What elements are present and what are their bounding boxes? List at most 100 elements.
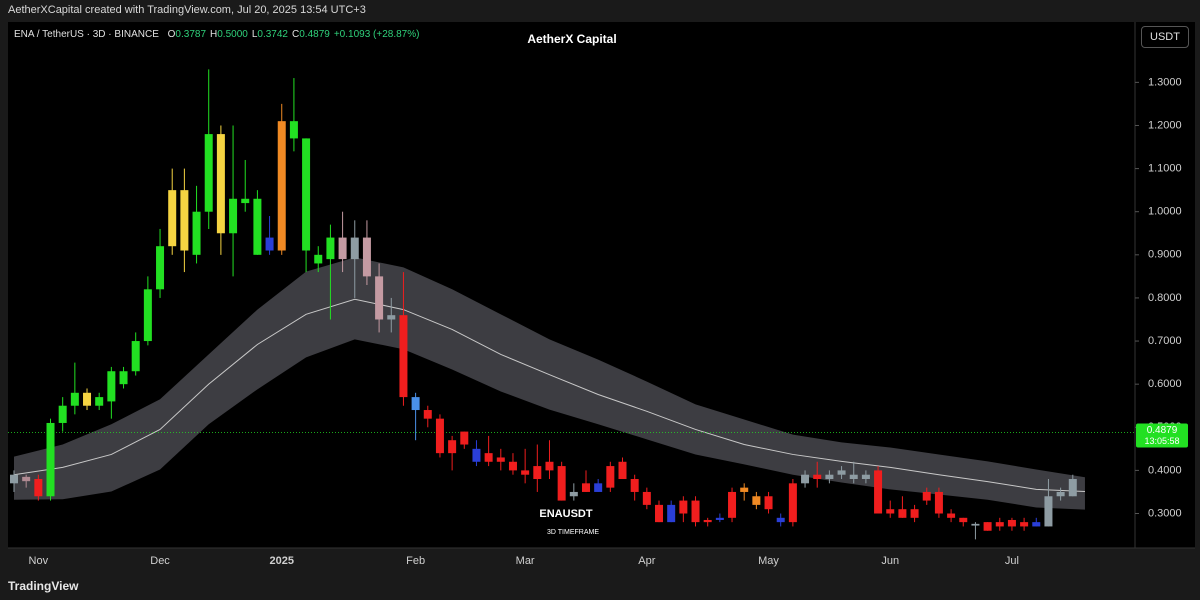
candle-body: [545, 461, 554, 471]
x-tick-label: Feb: [406, 555, 425, 567]
candle-body: [229, 198, 238, 234]
candle-body: [764, 496, 773, 510]
candle-body: [995, 522, 1004, 527]
x-tick-label: Dec: [150, 555, 170, 567]
candle-body: [350, 237, 359, 260]
candle-body: [131, 341, 140, 372]
ohlc-value: 0.5000: [217, 29, 248, 40]
candle-body: [143, 289, 152, 342]
candle-body: [484, 453, 493, 462]
symbol: ENA / TetherUS · 3D · BINANCE: [14, 29, 159, 40]
candle-body: [776, 517, 785, 523]
ohlc-key: O: [167, 29, 176, 40]
footer-logo: TradingView: [8, 579, 78, 593]
candle-body: [168, 190, 177, 247]
candle-body: [399, 315, 408, 398]
price-change: +0.1093 (+28.87%): [333, 29, 420, 40]
candle-body: [728, 491, 737, 518]
candle-body: [655, 504, 664, 523]
candle-body: [58, 405, 67, 423]
candle-body: [752, 496, 761, 505]
ohlc-legend: ENA / TetherUS · 3D · BINANCE O0.3787 H0.…: [14, 29, 423, 40]
candle-body: [1007, 519, 1016, 527]
candle-body: [460, 431, 469, 445]
candle-body: [947, 513, 956, 518]
price-tag: [1136, 423, 1188, 448]
candle-body: [813, 474, 822, 480]
x-tick-label: Apr: [638, 555, 655, 567]
candle-body: [508, 461, 517, 471]
ohlc-key: H: [210, 29, 218, 40]
y-tick-label: 0.4000: [1148, 464, 1182, 476]
candle-body: [34, 479, 43, 497]
chart-panel: [8, 22, 1195, 548]
candle-body: [801, 474, 810, 484]
candle-body: [618, 461, 627, 480]
x-tick-label: Mar: [516, 555, 535, 567]
candle-body: [46, 422, 55, 497]
candle-body: [338, 237, 347, 260]
currency-button[interactable]: USDT: [1141, 26, 1189, 48]
x-tick-label: Jun: [881, 555, 899, 567]
candle-body: [825, 474, 834, 480]
candle-body: [594, 483, 603, 492]
candle-body: [253, 198, 262, 255]
candle-body: [10, 474, 18, 484]
candle-body: [496, 457, 505, 462]
ticker-label: ENAUSDT: [539, 508, 592, 520]
y-tick-label: 1.0000: [1148, 206, 1182, 218]
logo-text: TradingView: [8, 579, 79, 593]
candle-body: [861, 474, 870, 480]
candle-body: [314, 254, 323, 264]
x-tick-label: Nov: [29, 555, 49, 567]
y-tick-label: 1.3000: [1148, 76, 1182, 88]
ohlc-value: 0.3787: [175, 29, 207, 40]
band-area: [14, 257, 1085, 510]
candle-body: [1044, 496, 1053, 527]
candle-body: [886, 509, 895, 514]
candle-body: [910, 509, 919, 518]
header: AetherXCapital created with TradingView.…: [8, 4, 366, 16]
candle-body: [715, 517, 724, 520]
candle-body: [302, 138, 311, 251]
candle-body: [740, 487, 749, 492]
ohlc-key: L: [251, 29, 258, 40]
ohlc-value: 0.4879: [299, 29, 330, 40]
candle-body: [1020, 522, 1029, 527]
countdown: 13:05:58: [1144, 436, 1179, 446]
candle-body: [898, 509, 907, 518]
candle-body: [435, 418, 444, 454]
x-tick-label: May: [758, 555, 779, 567]
candle-body: [289, 121, 298, 139]
watermark: AetherX Capital: [527, 32, 616, 46]
candle-body: [423, 410, 432, 419]
candle-body: [971, 523, 980, 526]
timeframe-label: 3D TIMEFRAME: [547, 529, 599, 536]
y-tick-label: 0.6000: [1148, 378, 1182, 390]
candle-body: [691, 500, 700, 523]
candle-body: [667, 504, 676, 523]
y-tick-label: 0.3000: [1148, 507, 1182, 519]
band-middle: [13, 298, 1085, 493]
candle-body: [216, 134, 225, 234]
candle-body: [630, 479, 639, 492]
candle-body: [557, 466, 566, 501]
candle-body: [849, 474, 858, 480]
candle-body: [788, 483, 797, 523]
candle-body: [411, 397, 420, 411]
y-tick-label: 1.1000: [1148, 162, 1182, 174]
candle-body: [581, 483, 590, 492]
candle-body: [959, 517, 968, 523]
candle-body: [934, 491, 943, 514]
candle-body: [448, 440, 457, 454]
candle-body: [1056, 491, 1065, 497]
x-tick-label: 2025: [269, 555, 293, 567]
candle-body: [922, 491, 931, 501]
candle-body: [83, 392, 92, 406]
y-tick-label: 0.8000: [1148, 292, 1182, 304]
ohlc-value: 0.3742: [257, 29, 288, 40]
candle-body: [642, 491, 651, 505]
candle-body: [874, 470, 883, 514]
candle-body: [533, 466, 542, 480]
